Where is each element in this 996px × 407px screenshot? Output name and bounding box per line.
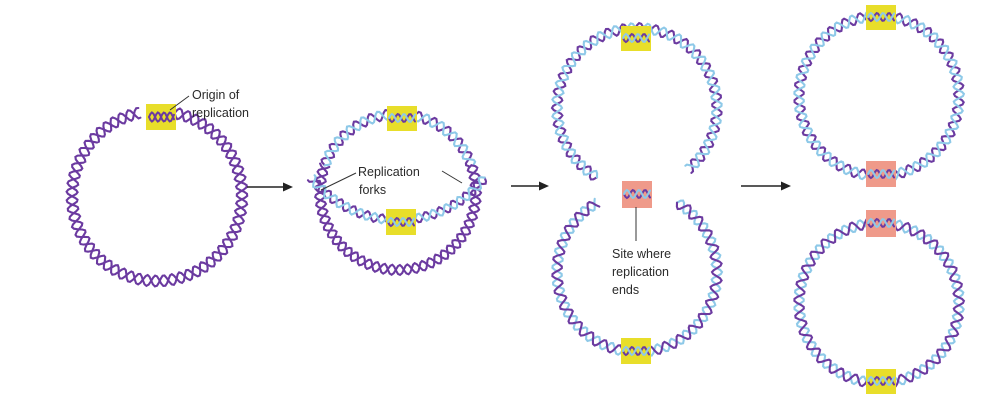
site-label-line2: replication <box>612 265 669 279</box>
daughter-top-strand-2 <box>793 10 966 182</box>
terminus-top-helix-strand-2 <box>867 168 895 180</box>
origin-bottom-helix-strand-2 <box>622 345 650 357</box>
parental-helix-strand-2 <box>65 109 249 288</box>
forks-label-line1: Replication <box>358 165 420 179</box>
terminus-dna-stage4-bottom <box>867 217 895 229</box>
origin-dna-stage4-top <box>867 11 895 23</box>
origin-dna-stage2-top <box>388 112 416 124</box>
origin-label-line1: Origin of <box>192 88 240 102</box>
origin-inner-helix-strand-1 <box>387 216 415 228</box>
origin-leader-line <box>169 95 190 111</box>
arrow-1 <box>247 182 293 192</box>
forks-label-line2: forks <box>359 183 386 197</box>
arrow-3 <box>741 181 791 191</box>
stage-2-replicating-chromosome <box>306 108 488 277</box>
terminus-dna-stage4-top <box>867 168 895 180</box>
terminus-bottom-helix-strand-1 <box>867 217 895 229</box>
origin-top-helix-strand-1 <box>867 11 895 23</box>
origin-dna-stage4-bottom <box>867 375 895 387</box>
upper-circle-strand-2 <box>551 22 723 179</box>
origin-helix-strand-2 <box>148 111 175 123</box>
fork-leader-left <box>320 172 357 191</box>
origin-bottom-helix-strand-2 <box>867 375 895 387</box>
terminus-helix-strand-2 <box>623 188 651 200</box>
origin-top-helix-strand-2 <box>867 11 895 23</box>
terminus-helix-strand-1 <box>623 188 651 200</box>
site-label-line3: ends <box>612 283 639 297</box>
origin-top-helix-strand-2 <box>622 32 650 44</box>
stage-1-chromosome <box>65 106 249 288</box>
origin-top-helix-strand-2 <box>388 112 416 124</box>
stage-4-daughter-chromosomes <box>793 9 966 389</box>
parental-helix-strand-1 <box>65 106 249 288</box>
origin-bottom-helix-strand-1 <box>867 375 895 387</box>
parental-bottom-strand-1 <box>313 164 482 277</box>
arrow-2 <box>511 181 549 191</box>
fork-leader-right <box>441 170 463 184</box>
origin-dna-stage3-top <box>622 32 650 44</box>
origin-dna-stage1 <box>148 111 175 123</box>
origin-bottom-helix-strand-1 <box>622 345 650 357</box>
origin-inner-helix-strand-2 <box>387 216 415 228</box>
origin-top-helix-strand-1 <box>388 112 416 124</box>
parental-bottom-strand-2 <box>313 162 483 276</box>
origin-dna-stage2-inner <box>387 216 415 228</box>
terminus-dna-stage3 <box>623 188 651 200</box>
daughter-bottom-strand-2 <box>793 217 966 389</box>
origin-top-helix-strand-1 <box>622 32 650 44</box>
origin-label-line2: replication <box>192 106 249 120</box>
origin-dna-stage3-bottom <box>622 345 650 357</box>
terminus-bottom-helix-strand-2 <box>867 217 895 229</box>
site-label-line1: Site where <box>612 247 671 261</box>
terminus-top-helix-strand-1 <box>867 168 895 180</box>
